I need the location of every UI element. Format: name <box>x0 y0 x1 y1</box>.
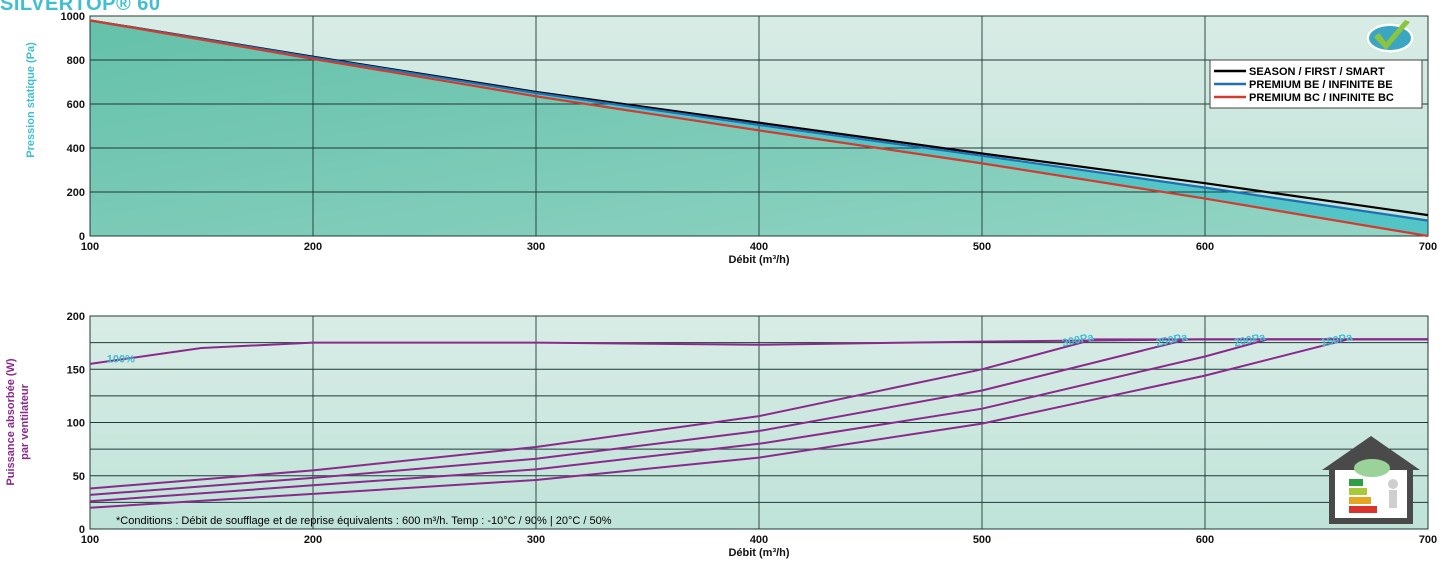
x-tick-label: 700 <box>1419 534 1437 546</box>
x-tick-label: 600 <box>1196 241 1214 253</box>
energy-house-icon <box>1322 436 1420 524</box>
y-tick-label: 0 <box>79 524 85 536</box>
x-tick-label: 300 <box>527 534 545 546</box>
y-axis-title: Pression statique (Pa) <box>25 42 37 158</box>
y-tick-label: 200 <box>67 311 85 323</box>
y-tick-label: 200 <box>67 187 85 199</box>
x-tick-label: 400 <box>750 534 768 546</box>
x-tick-label: 700 <box>1419 241 1437 253</box>
x-tick-label: 600 <box>1196 534 1214 546</box>
series-line <box>89 19 1429 238</box>
series-line <box>89 338 1428 503</box>
y-tick-label: 400 <box>67 143 85 155</box>
x-tick-label: 500 <box>973 241 991 253</box>
legend-label: SEASON / FIRST / SMART <box>1249 66 1385 78</box>
x-tick-label: 200 <box>304 534 322 546</box>
y-axis-title-line1: Puissance absorbée (W) <box>5 358 17 485</box>
x-axis-title: Débit (m³/h) <box>728 547 789 559</box>
x-tick-label: 500 <box>973 534 991 546</box>
y-tick-label: 100 <box>67 418 85 430</box>
y-axis-title-line2: par ventilateur <box>19 383 31 460</box>
x-tick-label: 400 <box>750 241 768 253</box>
series-line <box>89 19 1429 222</box>
curve-label: 100% <box>107 354 135 366</box>
power-chart: 0 50 100 150 200 100 200 300 400 500 600 700 Débit (… <box>5 311 1437 559</box>
y-tick-label: 1000 <box>61 11 85 23</box>
y-tick-label: 800 <box>67 55 85 67</box>
y-tick-label: 600 <box>67 99 85 111</box>
y-tick-label: 0 <box>79 231 85 243</box>
x-tick-label: 100 <box>81 241 99 253</box>
x-axis-title: Débit (m³/h) <box>728 254 789 266</box>
page-title: SILVERTOP® 60 <box>0 0 161 15</box>
y-tick-label: 150 <box>67 364 85 376</box>
pressure-chart: 0 200 400 600 800 1000 100 200 300 400 500 600 700 Dé… <box>25 11 1437 266</box>
plot-border <box>89 15 1429 237</box>
y-tick-label: 50 <box>73 471 85 483</box>
series-line <box>89 338 1428 496</box>
legend-label: PREMIUM BC / INFINITE BC <box>1249 92 1394 104</box>
x-tick-label: 300 <box>527 241 545 253</box>
x-tick-label: 200 <box>304 241 322 253</box>
check-logo-icon <box>1365 20 1415 54</box>
plot-border <box>89 315 1429 530</box>
series-line <box>89 338 1428 490</box>
series-line <box>89 338 1428 509</box>
conditions-note: *Conditions : Débit de soufflage et de r… <box>116 515 612 527</box>
x-tick-label: 100 <box>81 534 99 546</box>
legend-label: PREMIUM BE / INFINITE BE <box>1249 79 1393 91</box>
